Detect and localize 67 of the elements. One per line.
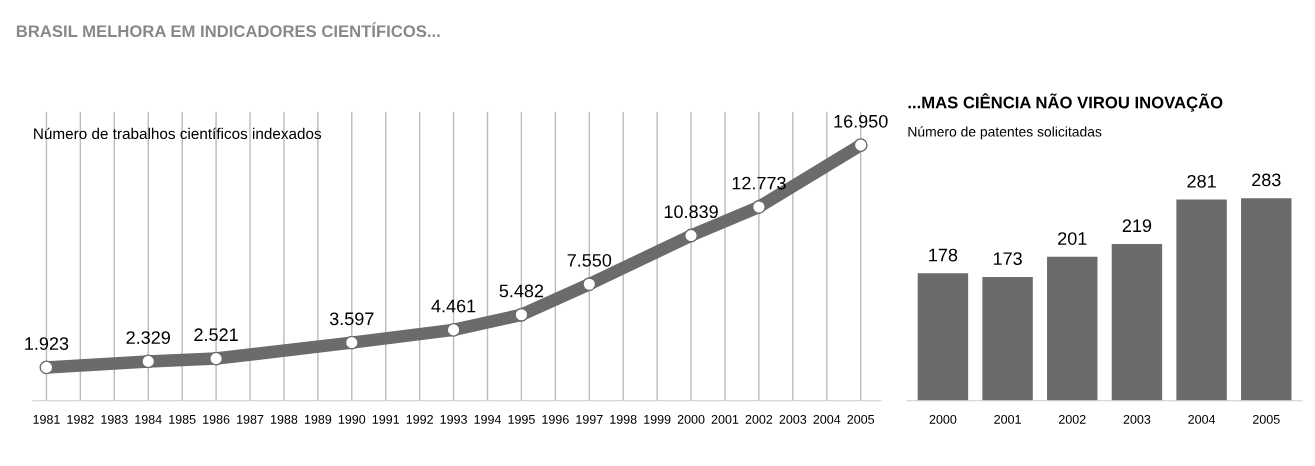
data-label: 3.597	[329, 312, 374, 326]
bar	[917, 273, 969, 401]
bar	[1111, 243, 1163, 401]
x-tick-label: 2004	[813, 414, 841, 424]
data-label: 1.923	[25, 337, 69, 350]
point	[514, 307, 529, 322]
chart-title: ...MAS CIÊNCIA NÃO VIROU INOVAÇÃO	[908, 93, 1223, 112]
x-tick-label: 1998	[610, 414, 637, 424]
x-tick-label: 1996	[542, 414, 569, 424]
x-tick-label: 2000	[929, 414, 957, 424]
x-tick-label: 2001	[994, 414, 1021, 424]
x-tick-label: 1993	[440, 414, 467, 424]
data-label: 7.550	[567, 253, 612, 267]
x-tick-label: 1992	[406, 414, 433, 424]
data-label: 201	[1058, 232, 1087, 245]
chart-subtitle: Número de trabalhos científicos indexados	[34, 127, 322, 140]
x-tick-label: 1991	[372, 414, 400, 424]
bar	[982, 276, 1033, 401]
data-label: 4.461	[431, 299, 476, 313]
data-label: 2.329	[126, 331, 170, 344]
x-tick-label: 2005	[847, 414, 875, 424]
bar	[1176, 199, 1227, 401]
point	[684, 228, 699, 243]
point	[853, 138, 868, 153]
x-tick-label: 2004	[1188, 414, 1216, 424]
x-tick-label: 2003	[1123, 414, 1151, 424]
data-label: 219	[1122, 219, 1152, 233]
data-label: 10.839	[664, 205, 718, 219]
x-tick-label: 1986	[203, 414, 230, 424]
x-tick-label: 1988	[270, 414, 298, 424]
x-tick-label: 2001	[711, 414, 739, 424]
x-tick-label: 1981	[33, 414, 60, 424]
x-tick-label: 1987	[237, 414, 264, 424]
x-tick-label: 1984	[135, 414, 162, 424]
x-tick-label: 2005	[1253, 414, 1280, 424]
x-tick-label: 1983	[101, 414, 128, 424]
x-tick-label: 2000	[677, 414, 705, 424]
x-tick-label: 2002	[1058, 414, 1086, 424]
point	[582, 277, 597, 292]
chart-subtitle: Número de patentes solicitadas	[908, 126, 1102, 140]
chart-title: BRASIL MELHORA EM INDICADORES CIENTÍFICOS...	[16, 22, 440, 38]
x-tick-label: 1997	[576, 414, 603, 424]
point	[209, 351, 224, 366]
bar	[1241, 198, 1292, 401]
data-label: 2.521	[194, 328, 238, 342]
x-tick-label: 1982	[67, 414, 94, 424]
x-tick-label: 1990	[338, 414, 366, 424]
point	[141, 354, 156, 369]
point	[344, 335, 359, 350]
data-label: 12.773	[732, 176, 786, 190]
x-tick-label: 1995	[508, 414, 535, 424]
data-label: 173	[993, 252, 1022, 265]
x-tick-label: 1999	[644, 414, 671, 424]
x-tick-label: 2002	[745, 414, 773, 424]
data-label: 5.482	[499, 284, 544, 298]
point	[751, 200, 766, 214]
point	[39, 360, 54, 375]
data-label: 178	[929, 248, 958, 262]
data-label: 283	[1252, 173, 1281, 187]
x-tick-label: 2003	[779, 414, 807, 424]
data-label: 16.950	[834, 114, 888, 128]
point	[446, 322, 461, 337]
x-tick-label: 1994	[474, 414, 502, 424]
x-tick-label: 1985	[169, 414, 196, 424]
bar	[1047, 256, 1098, 401]
data-label: 281	[1187, 174, 1216, 188]
x-tick-label: 1989	[304, 414, 332, 424]
